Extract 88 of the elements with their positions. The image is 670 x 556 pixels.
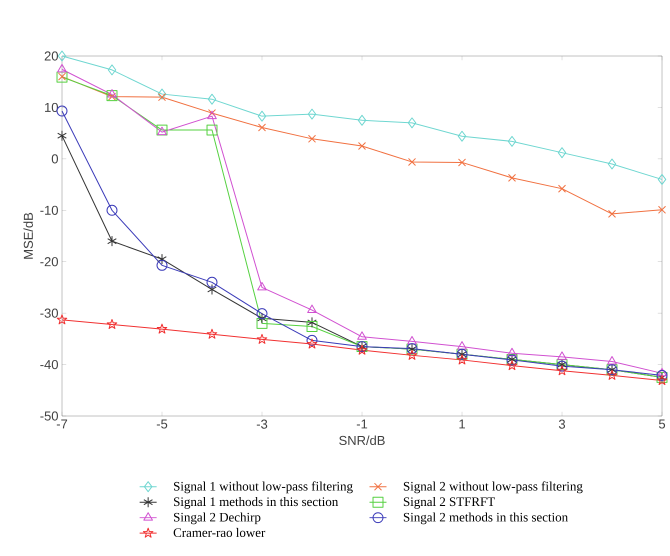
point [107, 89, 117, 98]
point [608, 158, 616, 170]
point [306, 321, 318, 332]
point [257, 312, 267, 324]
point [457, 341, 467, 350]
legend-label: Singal 2 methods in this section [404, 512, 568, 524]
point [458, 130, 466, 142]
legend-label: Signal 1 methods in this section [174, 496, 338, 509]
y-tick-label: 20 [44, 51, 58, 61]
point [57, 64, 67, 72]
point [308, 108, 316, 120]
point [158, 88, 166, 100]
legend-label: Cramer-rao lower [174, 528, 266, 538]
point [658, 206, 666, 214]
x-tick-label: -3 [256, 420, 268, 429]
point [506, 360, 518, 370]
legend-label: Signal 2 STFRFT [404, 496, 495, 509]
point [306, 334, 318, 346]
point [256, 308, 268, 320]
point [358, 142, 366, 150]
y-axis-title: MSE/dB [23, 212, 33, 259]
y-tick-label: -30 [40, 308, 58, 318]
point [658, 174, 666, 185]
point [406, 350, 418, 360]
point [408, 158, 416, 166]
y-tick-label: -50 [40, 411, 58, 421]
point [257, 282, 267, 290]
x-tick-label: -7 [56, 420, 68, 428]
point [107, 236, 117, 247]
point [558, 147, 566, 158]
x-tick-label: 5 [658, 420, 666, 429]
point [356, 344, 368, 355]
point [157, 254, 167, 265]
point [206, 276, 218, 288]
point [508, 136, 516, 147]
point [256, 334, 268, 344]
point [456, 354, 468, 364]
point [558, 184, 566, 193]
x-tick-label: -1 [356, 420, 368, 428]
point [106, 318, 118, 329]
x-tick-label: 1 [459, 420, 465, 428]
point [656, 375, 668, 386]
point [106, 204, 118, 216]
point [507, 348, 517, 356]
point [357, 331, 367, 340]
point [206, 124, 218, 136]
point [258, 110, 266, 122]
point [607, 356, 617, 364]
x-axis-title: SNR/dB [339, 436, 385, 446]
point [158, 93, 166, 102]
point [258, 123, 266, 132]
point [458, 158, 466, 166]
legend-label: Signal 2 without low-pass filtering [404, 481, 583, 494]
point [307, 304, 317, 314]
point [156, 260, 168, 271]
point [108, 92, 116, 101]
y-tick-label: -40 [40, 360, 58, 370]
point [108, 64, 116, 76]
y-tick-label: 10 [45, 102, 58, 112]
point [606, 370, 618, 380]
y-tick-label: 0 [52, 154, 58, 164]
point [256, 318, 268, 329]
point [58, 50, 66, 62]
x-tick-label: 3 [558, 420, 566, 429]
point [407, 336, 417, 344]
point [358, 114, 366, 126]
point [556, 365, 568, 376]
legend-label: Signal 1 without low-pass filtering [174, 481, 353, 494]
point [206, 328, 218, 339]
point [156, 324, 168, 334]
point [508, 174, 516, 182]
legend-label: Singal 2 Dechirp [174, 512, 260, 524]
point [557, 351, 567, 360]
point [57, 130, 67, 142]
x-tick-label: -5 [156, 420, 168, 429]
point [657, 368, 667, 376]
y-tick-label: -20 [40, 257, 58, 266]
point [408, 117, 416, 128]
point [56, 314, 68, 324]
point [306, 338, 318, 349]
point [106, 90, 118, 102]
point [608, 210, 616, 218]
y-tick-label: -10 [40, 206, 58, 215]
point [208, 94, 216, 105]
point [307, 316, 317, 328]
point [56, 106, 68, 117]
point [308, 134, 316, 143]
point [207, 284, 217, 295]
